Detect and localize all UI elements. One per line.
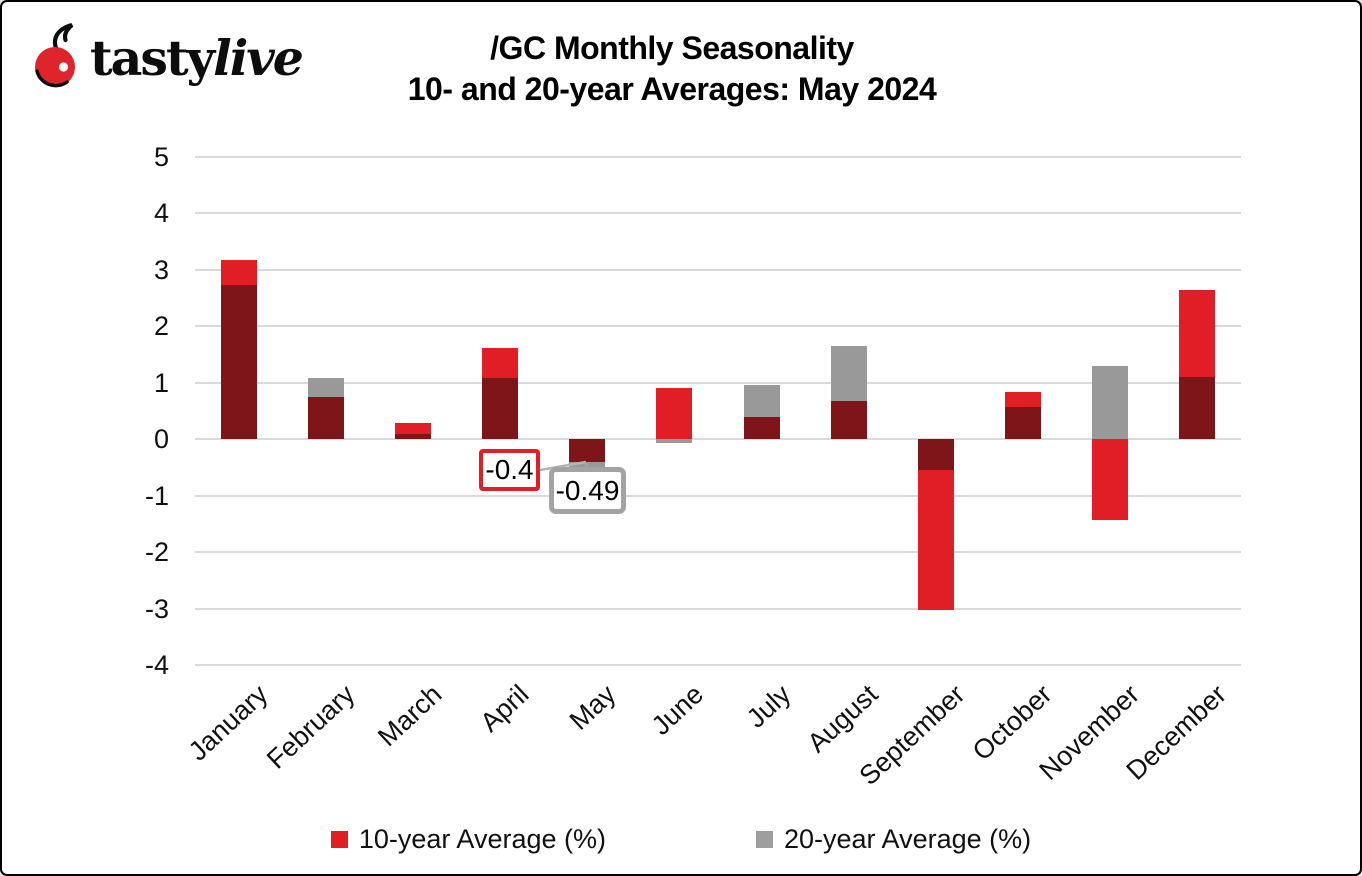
gridline--1: [195, 494, 1241, 497]
brand-name: tastylive: [90, 28, 304, 88]
chart-title: /GC Monthly Seasonality: [490, 30, 854, 66]
y-axis-tick-4: 4: [153, 198, 169, 229]
brand-tasty: tasty: [90, 29, 215, 87]
bar-overlap-october: [1005, 407, 1042, 440]
bar-20yr-november: [1092, 366, 1129, 440]
cherry-icon: [35, 22, 75, 88]
bar-20yr-june: [656, 439, 693, 443]
y-axis-tick--4: -4: [144, 650, 169, 680]
bar-overlap-may: [569, 439, 606, 462]
bar-overlap-march: [394, 433, 431, 440]
bar-overlap-january: [220, 285, 257, 440]
plot-area: 5 4 3 2 1 0 -1 -2 -3 -4 January February March April M…: [145, 142, 1241, 791]
bar-10yr-june: [656, 388, 693, 440]
y-axis-tick-1: 1: [153, 367, 169, 398]
callout-20yr-may-value: -0.49: [555, 474, 620, 506]
x-axis-label-march: March: [372, 679, 448, 753]
gridline-5: [195, 156, 1241, 158]
tastylive-logo: tastylive: [32, 22, 304, 88]
x-axis-label-may: May: [563, 679, 622, 736]
y-axis-tick--3: -3: [144, 593, 169, 624]
gridline--4: [195, 664, 1241, 666]
brand-live: live: [213, 29, 304, 87]
y-axis-tick-5: 5: [153, 142, 169, 172]
bar-overlap-april: [482, 378, 519, 440]
x-axis-label-february: February: [260, 679, 361, 775]
gridline-4: [195, 212, 1241, 215]
bar-overlap-february: [307, 396, 344, 440]
callout-10yr-may: -0.4: [479, 449, 540, 491]
callout-leader-lines: [539, 460, 589, 472]
bar-overlap-december: [1179, 377, 1216, 440]
legend-item-10yr: 10-year Average (%): [330, 824, 606, 855]
legend: 10-year Average (%) 20-year Average (%): [2, 824, 1360, 855]
y-axis-tick-3: 3: [153, 254, 169, 285]
gridline-3: [195, 268, 1241, 271]
legend-label-20yr: 20-year Average (%): [784, 824, 1032, 854]
callout-20yr-may: -0.49: [549, 467, 626, 514]
x-axis-label-june: June: [645, 679, 709, 741]
gridline-0: [195, 438, 1241, 441]
chart-subtitle: 10- and 20-year Averages: May 2024: [407, 71, 937, 107]
gridline-2: [195, 325, 1241, 328]
legend-item-20yr: 20-year Average (%): [756, 824, 1031, 855]
legend-swatch-10yr: [330, 831, 348, 848]
legend-label-10yr: 10-year Average (%): [358, 824, 606, 854]
callout-10yr-may-value: -0.4: [485, 454, 534, 485]
x-axis-label-july: July: [740, 679, 797, 734]
gridline--3: [195, 607, 1241, 610]
y-axis-tick--2: -2: [144, 537, 169, 568]
bar-10yr-november: [1092, 439, 1129, 521]
gridline-1: [195, 381, 1241, 384]
y-axis-tick-2: 2: [153, 311, 169, 342]
x-axis-label-august: August: [801, 679, 884, 759]
y-axis-tick--1: -1: [144, 480, 169, 511]
y-axis-tick-0: 0: [153, 424, 169, 455]
bar-overlap-september: [917, 439, 954, 471]
x-axis-label-january: January: [182, 679, 274, 767]
bar-overlap-august: [830, 401, 867, 440]
bar-overlap-july: [743, 417, 780, 440]
legend-swatch-20yr: [756, 831, 773, 848]
chart-titles: /GC Monthly Seasonality 10- and 20-year …: [332, 28, 1012, 110]
x-axis-label-april: April: [474, 679, 535, 738]
gridline--2: [195, 551, 1241, 554]
